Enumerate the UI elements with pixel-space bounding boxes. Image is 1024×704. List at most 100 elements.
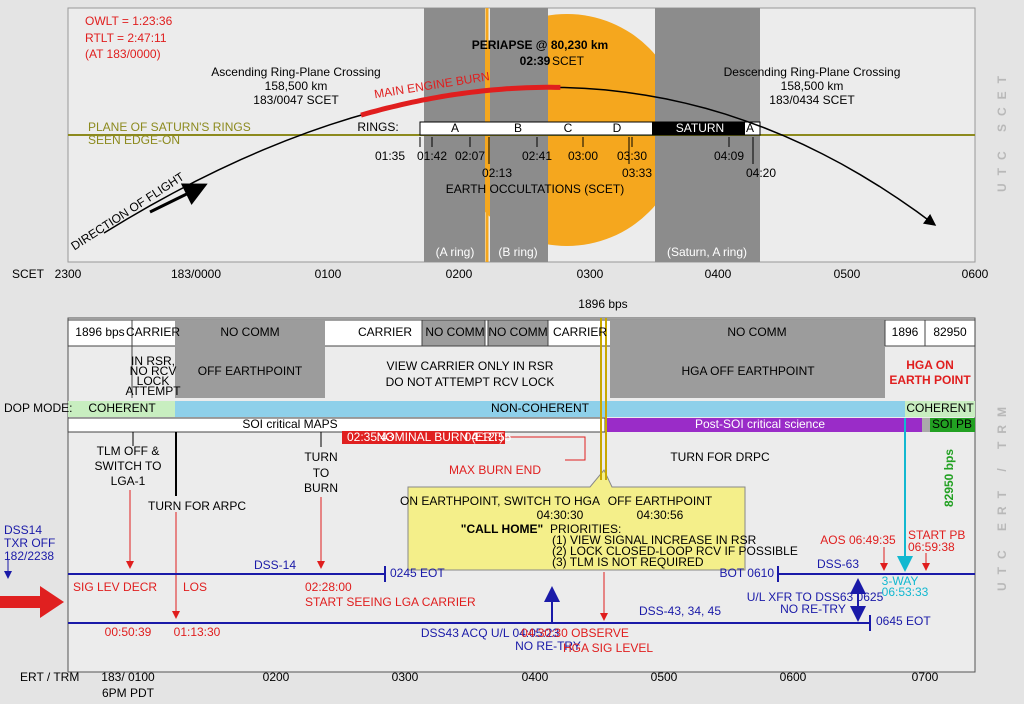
label: 01:42 — [417, 149, 447, 163]
label: TLM OFF & — [97, 444, 160, 458]
label: HGA ON — [906, 358, 954, 372]
direction-arrow — [149, 183, 208, 214]
label: LGA-1 — [111, 474, 146, 488]
post-soi — [605, 418, 922, 432]
label: OFF EARTHPOINT — [198, 364, 303, 378]
label: 183/0047 SCET — [253, 93, 339, 107]
label: 0200 — [263, 670, 290, 684]
label: 04:12:55 — [465, 430, 512, 444]
label: D — [613, 121, 622, 135]
gap — [922, 418, 930, 432]
label: 02:13 — [482, 166, 512, 180]
label: 3-WAY — [882, 574, 919, 588]
label: COHERENT — [906, 401, 974, 415]
label: LOCK — [137, 374, 170, 388]
label: TURN — [304, 450, 337, 464]
max-burn-bracket — [505, 436, 586, 461]
label: 0700 — [912, 670, 939, 684]
label: 03:33 — [622, 166, 652, 180]
label: (A ring) — [436, 245, 475, 259]
label: DSS-43, 34, 45 — [639, 604, 721, 618]
label: 04:20 — [746, 166, 776, 180]
label: SATURN — [676, 121, 724, 135]
label: COHERENT — [88, 401, 156, 415]
label: (3) TLM IS NOT REQUIRED — [552, 555, 704, 569]
label: SWITCH TO — [95, 459, 162, 473]
label: (2) LOCK CLOSED-LOOP RCV IF POSSIBLE — [552, 544, 798, 558]
label: Ascending Ring-Plane Crossing — [211, 65, 380, 79]
label: 182/2238 — [4, 549, 54, 563]
label: DO NOT ATTEMPT RCV LOCK — [386, 375, 555, 389]
label: EARTH POINT — [889, 373, 971, 387]
label: (Saturn, A ring) — [667, 245, 747, 259]
label: 0500 — [834, 267, 861, 281]
label: BURN — [304, 481, 338, 495]
label: NO COMM — [727, 325, 786, 339]
label: 158,500 km — [265, 79, 328, 93]
row1 — [67, 319, 976, 398]
label: BOT 0610 — [720, 566, 775, 580]
label: 6PM PDT — [102, 686, 155, 700]
label: 0645 EOT — [876, 614, 931, 628]
label: NO COMM — [425, 325, 484, 339]
dop-coherent — [68, 401, 175, 417]
now-arrow — [0, 586, 64, 618]
label: DOP MODE: — [4, 401, 72, 415]
label: 04:30:30 — [537, 508, 584, 522]
label: NON-COHERENT — [491, 401, 590, 415]
label: 04:30:30 OBSERVE — [521, 626, 629, 640]
label: SIG LEV DECR — [73, 580, 157, 594]
burn-arc — [360, 84, 561, 118]
label: START PB — [908, 528, 965, 542]
label: 04:30:56 — [637, 508, 684, 522]
label: 183/0000 — [171, 267, 221, 281]
label: HGA OFF EARTHPOINT — [681, 364, 815, 378]
label: DSS43 ACQ U/L 04:05:23 — [421, 626, 560, 640]
label: NO RE-TRY — [780, 602, 846, 616]
label: A — [451, 121, 459, 135]
label: DSS14 — [4, 523, 42, 537]
label: HGA SIG LEVEL — [563, 641, 653, 655]
label: 06:53:33 — [882, 585, 929, 599]
label: 0400 — [705, 267, 732, 281]
label: UTC ERT / TRM — [995, 399, 1009, 591]
label: 183/0434 SCET — [769, 93, 855, 107]
label: U/L XFR TO DSS63 0625 — [747, 590, 884, 604]
label: 0300 — [577, 267, 604, 281]
label: OFF EARTHPOINT — [608, 494, 713, 508]
label: SOI critical MAPS — [242, 417, 337, 431]
label: CARRIER — [553, 325, 607, 339]
label: IN RSR, — [131, 354, 175, 368]
label: TURN FOR ARPC — [148, 499, 246, 513]
label: 03:30 — [617, 149, 647, 163]
saturn-bar — [652, 122, 745, 135]
label: TO — [313, 466, 329, 480]
label: SEEN EDGE-ON — [88, 133, 180, 147]
label: 0600 — [780, 670, 807, 684]
dop-noncoherent — [175, 401, 905, 417]
label: 06:59:38 — [908, 540, 955, 554]
label: 02:28:00 — [305, 580, 352, 594]
label: (1) VIEW SIGNAL INCREASE IN RSR — [552, 533, 757, 547]
label: 0400 — [522, 670, 549, 684]
label: C — [564, 121, 573, 135]
label: 0100 — [315, 267, 342, 281]
label: ERT / TRM — [20, 670, 79, 684]
label: 82950 bps — [942, 449, 956, 507]
label: NO RCV — [130, 364, 177, 378]
label: NO COMM — [488, 325, 547, 339]
label: 04:09 — [714, 149, 744, 163]
label: AOS 06:49:35 — [820, 533, 896, 547]
label: 0200 — [446, 267, 473, 281]
label: TXR OFF — [4, 536, 55, 550]
label: Descending Ring-Plane Crossing — [724, 65, 901, 79]
label: EARTH OCCULTATIONS (SCET) — [446, 182, 624, 196]
label: 0600 — [962, 267, 989, 281]
label: 1896 — [892, 325, 919, 339]
label: 02:35:43 — [347, 430, 394, 444]
label: ON EARTHPOINT, SWITCH TO HGA — [400, 494, 600, 508]
label: 183/ 0100 — [101, 670, 155, 684]
label: 0300 — [392, 670, 419, 684]
label: Post-SOI critical science — [695, 417, 825, 431]
